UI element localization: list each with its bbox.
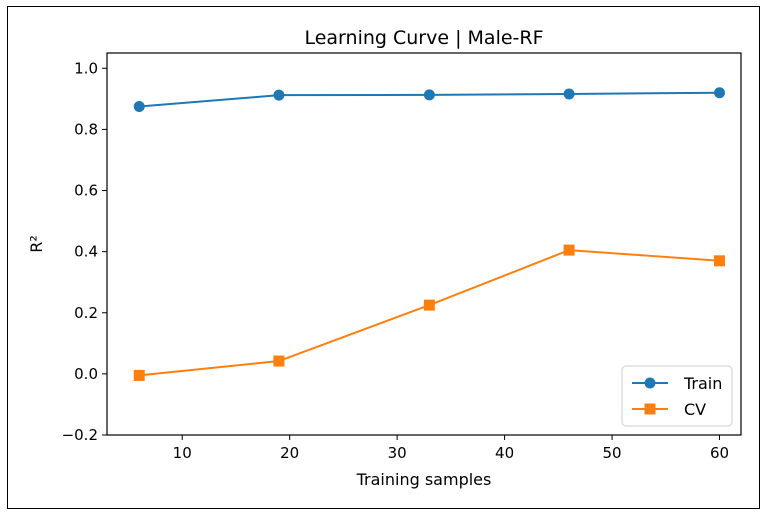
cv-data-point	[273, 355, 285, 367]
train-data-point	[423, 89, 435, 101]
train-data-point	[273, 89, 285, 101]
cv-data-point	[714, 255, 726, 267]
train-data-point	[714, 87, 726, 99]
plot-area: 10 20 30 40 50 60 −0.2 0.0 0.2 0.4 0.6 0.8 1.0 Train C…	[62, 52, 742, 462]
train-data-point	[563, 88, 575, 100]
cv-data-point	[423, 299, 435, 311]
x-tick-label: 50	[603, 444, 622, 462]
y-tick-label: 0.0	[74, 365, 98, 383]
x-tick-label: 20	[280, 444, 299, 462]
y-tick-label: 0.6	[74, 182, 98, 200]
y-axis-label: R²	[27, 235, 46, 253]
y-tick-label: 0.8	[74, 120, 98, 138]
cv-data-point	[563, 244, 575, 256]
x-tick-label: 40	[495, 444, 514, 462]
chart-title: Learning Curve | Male-RF	[304, 27, 543, 49]
y-tick-label: 0.4	[74, 243, 98, 261]
cv-series-line	[139, 249, 720, 377]
legend-cv-label: CV	[684, 400, 706, 419]
legend-train-marker	[644, 377, 656, 389]
x-axis-label: Training samples	[356, 470, 492, 489]
y-tick-label: −0.2	[62, 426, 98, 444]
x-tick-label: 60	[710, 444, 729, 462]
y-tick-label: 0.2	[74, 304, 98, 322]
y-tick-label: 1.0	[74, 59, 98, 77]
legend-cv-marker	[644, 403, 656, 415]
axes-frame	[106, 52, 742, 436]
legend-train-label: Train	[683, 374, 722, 393]
train-data-point	[133, 100, 145, 112]
cv-data-point	[133, 369, 145, 381]
x-tick-label: 10	[173, 444, 192, 462]
x-tick-label: 30	[388, 444, 407, 462]
